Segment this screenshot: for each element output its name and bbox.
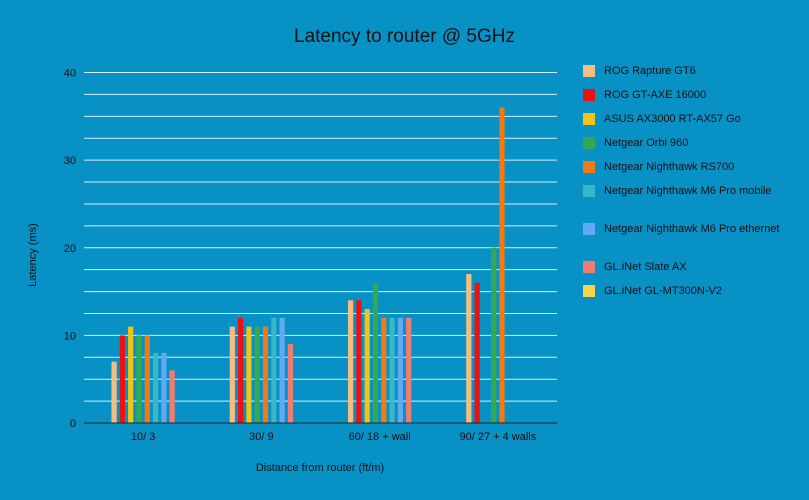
legend-label: GL.iNet GL-MT300N-V2 bbox=[604, 285, 722, 297]
bar bbox=[491, 247, 497, 423]
bar bbox=[381, 317, 387, 423]
bar bbox=[119, 335, 125, 423]
x-tick-label: 30/ 9 bbox=[249, 431, 273, 443]
legend-item: GL.iNet Slate AX bbox=[583, 260, 798, 274]
legend-swatch bbox=[583, 161, 595, 173]
bar bbox=[364, 309, 370, 423]
bar bbox=[169, 370, 175, 423]
bar bbox=[262, 326, 269, 423]
legend-item: Netgear Orbi 960 bbox=[583, 136, 798, 150]
legend-label: Netgear Nighthawk RS700 bbox=[604, 161, 735, 173]
gridlines bbox=[84, 72, 557, 402]
legend-swatch bbox=[583, 89, 595, 101]
legend-item: Netgear Nighthawk M6 Pro ethernet bbox=[583, 222, 798, 236]
bar bbox=[229, 326, 235, 423]
legend-item: Netgear Nighthawk RS700 bbox=[583, 160, 798, 174]
bar bbox=[406, 317, 412, 423]
bar bbox=[397, 317, 403, 423]
y-tick-label: 20 bbox=[64, 243, 76, 255]
bar bbox=[136, 335, 142, 423]
bar bbox=[356, 300, 362, 423]
legend-label: Netgear Orbi 960 bbox=[604, 137, 689, 149]
bar bbox=[466, 274, 472, 423]
bars bbox=[111, 107, 505, 424]
bar bbox=[474, 282, 480, 423]
legend-item: Netgear Nighthawk M6 Pro mobile bbox=[583, 184, 798, 198]
bar bbox=[499, 107, 505, 424]
legend-swatch bbox=[583, 137, 595, 149]
bar bbox=[238, 317, 244, 423]
legend-item: ROG Rapture GT6 bbox=[583, 64, 798, 78]
y-tick-label: 30 bbox=[64, 155, 76, 167]
legend-swatch bbox=[583, 223, 595, 235]
bar bbox=[111, 361, 117, 423]
y-axis-label: Latency (ms) bbox=[27, 223, 39, 287]
x-axis-label: Distance from router (ft/m) bbox=[256, 462, 384, 474]
y-tick-labels: 0 10 20 30 40 bbox=[64, 68, 76, 431]
legend-item: ROG GT-AXE 16000 bbox=[583, 88, 798, 102]
legend-item: ASUS AX3000 RT-AX57 Go bbox=[583, 112, 798, 126]
x-tick-label: 60/ 18 + wall bbox=[349, 431, 411, 443]
bar bbox=[347, 300, 354, 423]
bar bbox=[389, 317, 395, 423]
bar bbox=[144, 335, 150, 423]
x-tick-label: 10/ 3 bbox=[131, 431, 155, 443]
legend-label: ROG GT-AXE 16000 bbox=[604, 89, 707, 101]
legend-label: ASUS AX3000 RT-AX57 Go bbox=[604, 113, 741, 125]
legend-item: GL.iNet GL-MT300N-V2 bbox=[583, 284, 798, 298]
legend-swatch bbox=[583, 113, 595, 125]
y-tick-label: 10 bbox=[64, 330, 76, 342]
bar bbox=[271, 317, 277, 423]
legend-label: Netgear Nighthawk M6 Pro ethernet bbox=[604, 223, 780, 235]
bar bbox=[161, 352, 167, 423]
legend-label: Netgear Nighthawk M6 Pro mobile bbox=[604, 185, 772, 197]
legend-swatch bbox=[583, 65, 595, 77]
bar bbox=[372, 282, 379, 423]
legend-label: ROG Rapture GT6 bbox=[604, 65, 696, 77]
y-tick-label: 0 bbox=[70, 418, 76, 430]
legend-swatch bbox=[583, 285, 595, 297]
bar bbox=[246, 326, 252, 423]
chart-title: Latency to router @ 5GHz bbox=[294, 26, 515, 47]
y-tick-label: 40 bbox=[64, 68, 76, 80]
legend-swatch bbox=[583, 261, 595, 273]
x-tick-labels: 10/ 3 30/ 9 60/ 18 + wall 90/ 27 + 4 walls bbox=[131, 431, 537, 443]
legend-label: GL.iNet Slate AX bbox=[604, 261, 687, 273]
x-tick-label: 90/ 27 + 4 walls bbox=[460, 431, 537, 443]
bar bbox=[152, 352, 159, 423]
legend-swatch bbox=[583, 185, 595, 197]
bar bbox=[254, 326, 260, 423]
bar bbox=[279, 317, 285, 423]
bar bbox=[287, 344, 294, 423]
bar bbox=[128, 326, 134, 423]
